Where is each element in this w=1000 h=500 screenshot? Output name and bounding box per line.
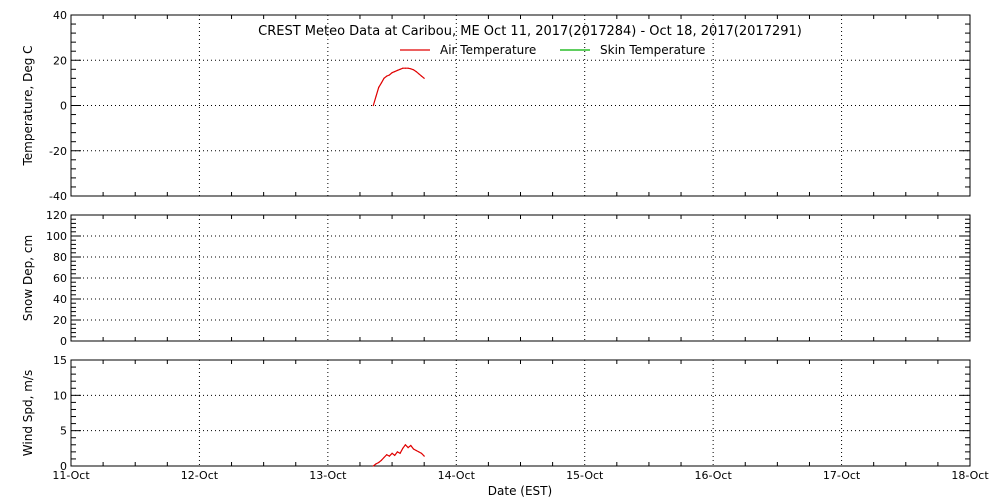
data-point: [402, 447, 404, 449]
x-tick-label: 17-Oct: [823, 469, 861, 482]
y-tick-label: 5: [60, 425, 67, 438]
data-point: [412, 448, 415, 450]
y-tick-label: 0: [60, 100, 67, 113]
panel-3: 0 5 10 15 Wind Spd, m/s: [21, 354, 971, 473]
data-point: [404, 67, 406, 69]
data-point: [388, 74, 390, 76]
data-point: [383, 456, 385, 459]
y-tick-label: -20: [49, 145, 67, 158]
plot-frame: [70, 359, 971, 467]
chart-panels: -40 -20 0 20 40 Temperature, Deg C 0 20 40 60 80 10…: [21, 9, 971, 473]
data-point: [396, 451, 398, 453]
data-point: [372, 104, 374, 107]
y-tick-label: 20: [53, 54, 67, 67]
data-point: [412, 69, 415, 71]
data-point: [420, 452, 423, 454]
data-point: [415, 449, 417, 452]
legend-label: Air Temperature: [440, 43, 536, 57]
series-line: [372, 67, 425, 106]
data-point: [410, 444, 412, 447]
data-point: [407, 447, 409, 449]
y-tick-label: 80: [53, 251, 67, 264]
data-point: [396, 69, 398, 71]
data-point: [404, 444, 406, 446]
x-tick-label: 11-Oct: [52, 469, 90, 482]
data-point: [386, 75, 388, 77]
y-axis-label: Snow Dep, cm: [21, 235, 35, 321]
y-axis-label: Temperature, Deg C: [21, 45, 35, 166]
legend: Air Temperature Skin Temperature: [400, 43, 705, 57]
data-point: [375, 95, 377, 97]
data-point: [399, 452, 401, 454]
data-point: [423, 455, 425, 457]
data-point: [380, 82, 382, 84]
panel-1: -40 -20 0 20 40 Temperature, Deg C: [21, 9, 971, 203]
y-tick-label: 15: [53, 354, 67, 367]
data-point: [420, 75, 423, 77]
data-point: [418, 451, 420, 453]
chart-title: CREST Meteo Data at Caribou, ME Oct 11, …: [258, 24, 802, 39]
data-point: [391, 72, 393, 74]
legend-label: Skin Temperature: [600, 43, 705, 57]
panel-2: 0 20 40 60 80 100 120 Snow Dep, cm: [21, 209, 971, 348]
x-axis: 11-Oct 12-Oct 13-Oct 14-Oct 15-Oct 16-Oct 17-O…: [52, 469, 989, 482]
data-point: [391, 452, 393, 454]
y-tick-label: 120: [46, 209, 67, 222]
data-point: [402, 67, 404, 69]
y-tick-label: 100: [46, 230, 67, 243]
y-tick-label: 40: [53, 9, 67, 22]
data-point: [407, 67, 409, 69]
x-tick-label: 18-Oct: [951, 469, 989, 482]
x-axis-label: Date (EST): [488, 484, 552, 498]
data-point: [372, 465, 374, 467]
data-point: [394, 454, 396, 456]
series-line: [372, 443, 425, 467]
data-point: [378, 86, 380, 88]
y-tick-label: 0: [60, 460, 67, 473]
data-point: [418, 73, 420, 75]
x-tick-label: 12-Oct: [181, 469, 219, 482]
y-tick-label: 40: [53, 293, 67, 306]
data-point: [388, 455, 390, 457]
data-point: [410, 68, 412, 70]
x-tick-label: 14-Oct: [438, 469, 476, 482]
plot-frame: [70, 214, 971, 342]
data-point: [375, 463, 377, 465]
y-tick-label: 0: [60, 335, 67, 348]
x-tick-label: 13-Oct: [309, 469, 347, 482]
data-point: [380, 459, 382, 461]
data-point: [394, 71, 396, 73]
data-point: [378, 461, 380, 464]
y-tick-label: -40: [49, 190, 67, 203]
x-tick-label: 15-Oct: [566, 469, 604, 482]
y-tick-label: 10: [53, 389, 67, 402]
data-point: [399, 68, 401, 70]
y-axis-label: Wind Spd, m/s: [21, 370, 35, 456]
x-tick-label: 16-Oct: [694, 469, 732, 482]
plot-frame: [70, 14, 971, 197]
data-point: [415, 71, 417, 73]
y-tick-label: 60: [53, 272, 67, 285]
y-tick-label: 20: [53, 314, 67, 327]
data-point: [423, 77, 425, 79]
data-point: [383, 77, 385, 79]
data-point: [386, 454, 388, 456]
